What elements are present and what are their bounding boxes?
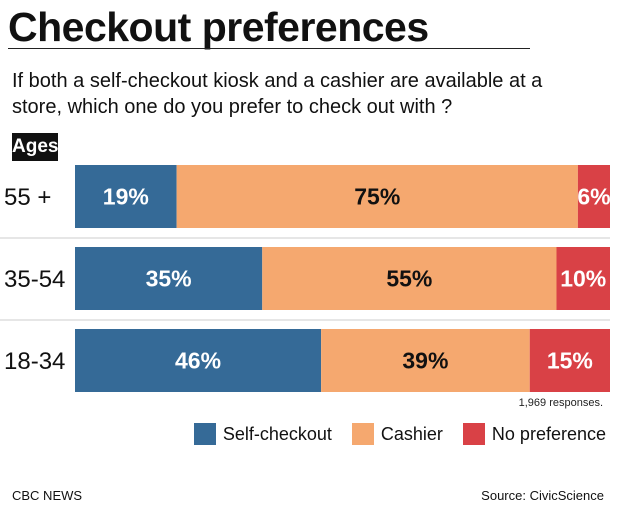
title-rule	[8, 48, 530, 49]
bar	[176, 165, 578, 228]
legend-item: Cashier	[351, 423, 443, 445]
legend-swatch	[462, 423, 485, 445]
legend-swatch	[351, 423, 374, 445]
source: Source: CivicScience	[481, 488, 604, 503]
legend-label: Self-checkout	[222, 423, 332, 444]
legend-label: Cashier	[380, 423, 443, 444]
bar	[262, 247, 557, 310]
bar	[556, 247, 610, 310]
footer: CBC NEWS	[12, 488, 83, 503]
legend-swatch	[193, 423, 216, 445]
bar	[321, 329, 530, 392]
legend-label: No preference	[491, 423, 606, 444]
y-tick-label: 18-34	[4, 348, 65, 375]
value-label: 55%	[386, 266, 432, 292]
value-label: 6%	[577, 184, 610, 210]
y-axis-label: Ages	[12, 133, 58, 161]
value-label: 46%	[175, 348, 221, 374]
legend-item: Self-checkout	[193, 423, 332, 445]
value-label: 35%	[146, 266, 192, 292]
y-tick-label: 35-54	[4, 266, 65, 293]
chart-title: Checkout preferences	[8, 4, 429, 50]
legend: Self-checkout Cashier No preference	[174, 423, 606, 445]
legend-item: No preference	[462, 423, 606, 445]
bar	[75, 247, 263, 310]
value-label: 15%	[547, 348, 593, 374]
bar	[529, 329, 610, 392]
bar	[75, 165, 177, 228]
note: 1,969 responses.	[518, 397, 603, 409]
value-label: 10%	[560, 266, 606, 292]
bar	[75, 329, 322, 392]
value-label: 75%	[354, 184, 400, 210]
bar	[577, 165, 610, 228]
chart-subtitle: If both a self-checkout kiosk and a cash…	[12, 70, 543, 118]
y-tick-label: 55 +	[4, 184, 51, 211]
value-label: 39%	[402, 348, 448, 374]
value-label: 19%	[103, 184, 149, 210]
